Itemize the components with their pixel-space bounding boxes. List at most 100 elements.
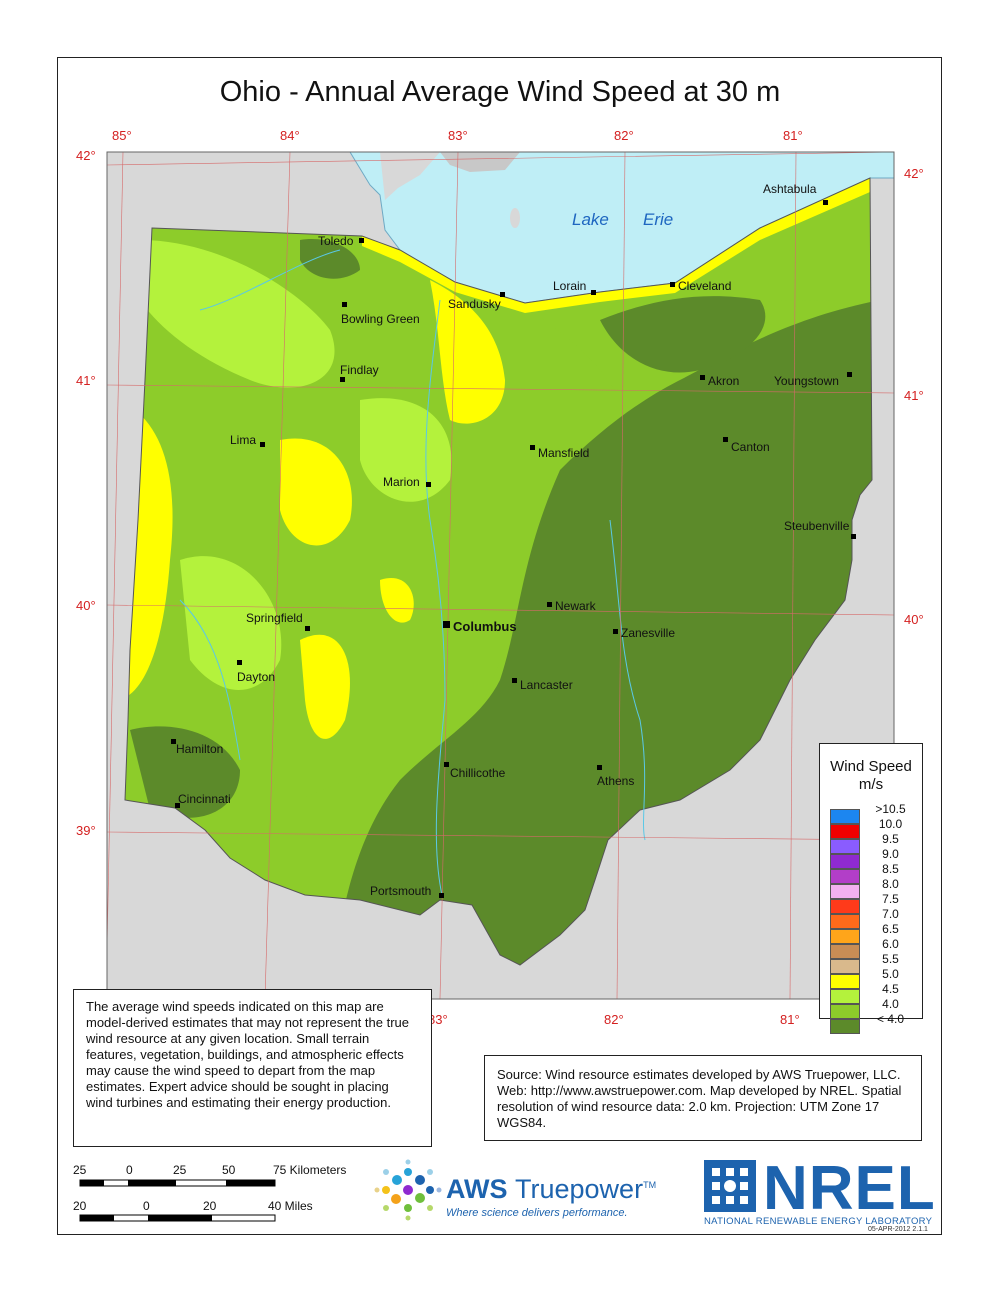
legend-swatch [830,854,860,869]
legend-swatch [830,989,860,1004]
scale-mi-label: 20 [203,1199,217,1213]
map-title: Ohio - Annual Average Wind Speed at 30 m [219,76,781,108]
city-marker-hamilton [171,739,176,744]
city-marker-marion [426,482,431,487]
source-box: Source: Wind resource estimates develope… [484,1055,922,1141]
legend-unit: m/s [858,776,884,793]
legend-label: 6.0 [882,937,899,951]
legend-swatch [830,809,860,824]
city-marker-cleveland [670,282,675,287]
latitude-labels-left: 42° 41° 40° 39° [76,148,96,838]
legend-entry: 6.5 [830,922,920,944]
city-label-bowling-green: Bowling Green [341,312,420,326]
lon-label: 82° [604,1012,624,1027]
city-marker-sandusky [500,292,505,297]
city-label-cleveland: Cleveland [678,279,731,293]
city-marker-ashtabula [823,200,828,205]
legend-label: 10.0 [878,817,903,831]
city-label-ashtabula: Ashtabula [763,182,817,196]
scale-bar-km [79,1179,276,1187]
city-marker-columbus [443,621,450,628]
scale-mi-label: 20 [73,1199,87,1213]
scale-km-label: 25 [73,1163,87,1177]
city-label-steubenville: Steubenville [784,519,850,533]
legend-entry: 8.0 [830,877,920,899]
michigan-land [380,152,440,200]
city-label-columbus: Columbus [453,619,517,634]
legend-entry: < 4.0 [830,1012,920,1034]
city-marker-athens [597,765,602,770]
legend-entry: 9.5 [830,832,920,854]
city-label-athens: Athens [597,774,634,788]
city-label-mansfield: Mansfield [538,446,589,460]
city-label-akron: Akron [708,374,739,388]
legend-swatch [830,1004,860,1019]
legend-title-text: Wind Speed [830,758,912,775]
legend-entry: 10.0 [830,817,920,839]
lat-label: 40° [76,598,96,613]
lat-label: 41° [904,388,924,403]
lake-label-lake: Lake [572,210,609,229]
legend-label: 5.5 [882,952,899,966]
longitude-labels-top: 85° 84° 83° 82° 81° [112,128,803,143]
city-marker-canton [723,437,728,442]
island [510,208,520,228]
legend-entry: 9.0 [830,847,920,869]
city-markers: Ashtabula Toledo Lorain Cleveland Sandus… [171,182,856,898]
legend-label: 4.5 [882,982,899,996]
city-marker-chillicothe [444,762,449,767]
scale-mi-label: 0 [143,1199,150,1213]
legend-entry: 8.5 [830,862,920,884]
city-marker-lancaster [512,678,517,683]
city-label-sandusky: Sandusky [448,297,501,311]
city-label-zanesville: Zanesville [621,626,675,640]
legend-swatch [830,884,860,899]
legend-swatch [830,914,860,929]
city-marker-toledo [359,238,364,243]
city-label-chillicothe: Chillicothe [450,766,506,780]
city-marker-springfield [305,626,310,631]
legend-swatch [830,899,860,914]
lon-label: 84° [280,128,300,143]
legend-label: >10.5 [875,802,906,816]
legend-title: Wind Speed m/s [820,758,922,794]
lon-label: 83° [448,128,468,143]
city-marker-portsmouth [439,893,444,898]
legend-swatch [830,944,860,959]
scale-km-label: 50 [222,1163,236,1177]
legend-swatch [830,824,860,839]
scale-km-label: 25 [173,1163,187,1177]
legend-entry: 7.0 [830,907,920,929]
scale-bar-miles [79,1214,276,1222]
canada-land [440,152,520,172]
city-marker-steubenville [851,534,856,539]
graticule [107,152,894,999]
aws-tagline: Where science delivers performance. [446,1207,628,1219]
lat-label: 42° [904,166,924,181]
city-label-newark: Newark [555,599,597,613]
legend-entry: 4.0 [830,997,920,1019]
legend-label: 8.0 [882,877,899,891]
scale-mi-label: 40 Miles [268,1199,313,1213]
city-marker-lima [260,442,265,447]
city-label-findlay: Findlay [340,363,379,377]
city-label-marion: Marion [383,475,420,489]
city-marker-zanesville [613,629,618,634]
legend-entry: 6.0 [830,937,920,959]
legend-entry: 4.5 [830,982,920,1004]
city-marker-cincinnati [175,803,180,808]
city-label-dayton: Dayton [237,670,275,684]
scale-km-label: 75 Kilometers [273,1163,347,1177]
aws-logo-icon [374,1159,442,1221]
lat-label: 39° [76,823,96,838]
wind-speed-legend: Wind Speed m/s >10.5 10.0 9.5 9.0 8.5 8.0 7.5 7… [819,743,923,1034]
legend-entry: >10.5 [830,802,920,824]
version-stamp: 05-APR-2012 2.1.1 [868,1226,928,1233]
city-label-springfield: Springfield [246,611,303,625]
lon-label: 85° [112,128,132,143]
aws-name-part-b: Truepower [515,1174,644,1204]
lon-label: 81° [780,1012,800,1027]
lon-label: 81° [783,128,803,143]
legend-label: 9.0 [882,847,899,861]
